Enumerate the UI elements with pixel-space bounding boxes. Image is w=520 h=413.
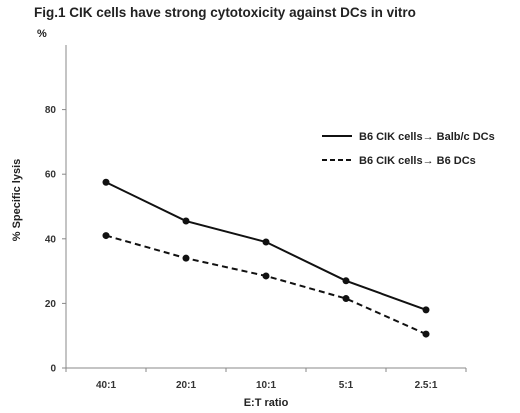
series-line-2 bbox=[105, 234, 427, 335]
data-point bbox=[182, 254, 190, 262]
legend-label-2: B6 CIK cells→ B6 DCs bbox=[359, 155, 476, 167]
y-tick-label: 60 bbox=[45, 170, 57, 181]
data-point bbox=[422, 330, 430, 338]
x-tick-label: 10:1 bbox=[256, 380, 276, 391]
data-point bbox=[262, 238, 270, 246]
y-tick-label: 40 bbox=[45, 234, 57, 245]
series-group bbox=[102, 178, 430, 338]
data-point bbox=[262, 272, 270, 280]
y-unit-label: % bbox=[37, 28, 47, 40]
y-tick-label: 80 bbox=[45, 105, 57, 116]
x-tick-label: 40:1 bbox=[96, 380, 116, 391]
x-axis-label: E:T ratio bbox=[244, 397, 289, 409]
legend-label-1: B6 CIK cells→ Balb/c DCs bbox=[359, 131, 495, 143]
legend: B6 CIK cells→ Balb/c DCs B6 CIK cells→ B6… bbox=[322, 131, 495, 167]
data-point bbox=[342, 295, 350, 303]
y-tick-label: 20 bbox=[45, 299, 57, 310]
data-point bbox=[182, 217, 190, 225]
data-point bbox=[102, 232, 110, 240]
y-axis-label: % Specific lysis bbox=[11, 159, 23, 242]
data-point bbox=[342, 277, 350, 285]
x-tick-label: 2.5:1 bbox=[415, 380, 438, 391]
data-point bbox=[102, 178, 110, 186]
x-tick-label: 5:1 bbox=[339, 380, 354, 391]
series-line-1 bbox=[105, 181, 427, 311]
data-point bbox=[422, 306, 430, 314]
chart-title: Fig.1 CIK cells have strong cytotoxicity… bbox=[34, 5, 416, 20]
y-tick-label: 0 bbox=[50, 364, 56, 375]
axes: 0 20 40 60 80 40:1 20:1 10:1 5:1 2.5:1 bbox=[45, 45, 467, 391]
x-tick-label: 20:1 bbox=[176, 380, 196, 391]
